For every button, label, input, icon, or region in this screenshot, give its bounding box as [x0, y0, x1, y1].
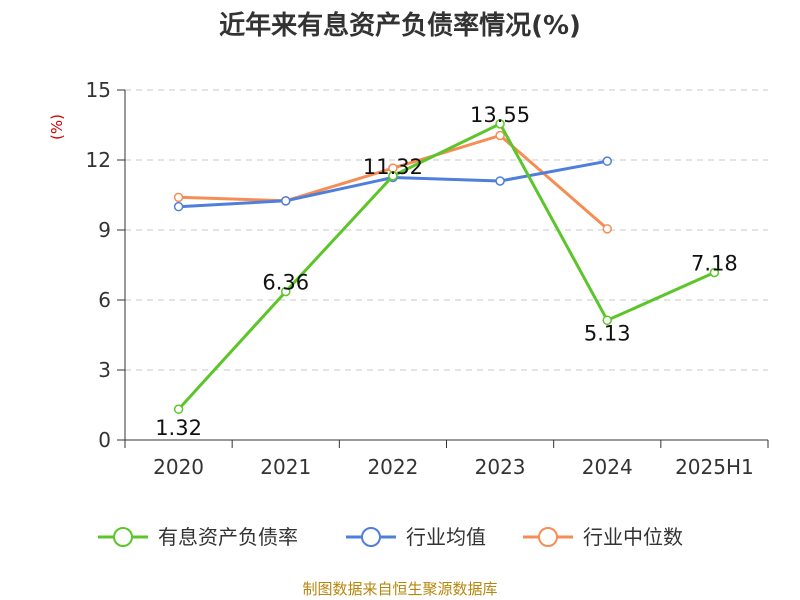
source-note: 制图数据来自恒生聚源数据库 [302, 580, 497, 598]
data-point [281, 286, 291, 297]
data-point [388, 171, 398, 181]
data-point [602, 224, 612, 234]
y-tick-label: 3 [98, 358, 111, 382]
data-point [281, 196, 291, 206]
legend-label: 行业中位数 [583, 525, 683, 549]
legend-label: 行业均值 [406, 525, 486, 549]
x-tick-label: 2022 [367, 455, 418, 479]
y-tick-label: 12 [86, 148, 111, 172]
y-tick-label: 9 [98, 218, 111, 242]
y-tick-label: 15 [86, 78, 111, 102]
data-label: 5.13 [584, 321, 631, 345]
data-labels: 1.32 6.36 11.32 13.55 5.13 7.18 [155, 103, 738, 440]
data-point [602, 315, 612, 326]
legend-label: 有息资产负债率 [158, 525, 298, 549]
x-tick-label: 2021 [260, 455, 311, 479]
data-point [173, 192, 184, 203]
series-layer [173, 119, 720, 414]
legend-marker [538, 527, 558, 547]
x-tick-label: 2020 [153, 455, 204, 479]
data-point [495, 130, 505, 141]
x-tick-label: 2023 [475, 455, 526, 479]
data-point [709, 267, 720, 278]
legend: 有息资产负债率 行业均值 行业中位数 [98, 525, 683, 549]
data-label: 1.32 [155, 416, 202, 440]
data-label: 6.36 [262, 271, 309, 295]
data-label: 11.32 [363, 155, 423, 179]
x-tick-label: 2025H1 [675, 455, 754, 479]
y-tick-label: 0 [98, 428, 111, 452]
x-tick-label: 2024 [582, 455, 633, 479]
data-label: 13.55 [470, 103, 530, 127]
axes: 0 3 6 9 12 15 2020 2021 2022 2023 2024 2025H1 [86, 78, 769, 479]
y-tick-label: 6 [98, 288, 111, 312]
data-point [173, 201, 184, 212]
legend-marker [113, 527, 133, 547]
series-line [177, 122, 716, 411]
y-axis-label: (%) [48, 114, 66, 140]
data-point [495, 176, 505, 186]
data-label: 7.18 [691, 251, 738, 275]
legend-marker [361, 527, 381, 547]
data-point [173, 404, 184, 414]
data-point [495, 119, 505, 129]
chart-title: 近年来有息资产负债率情况(%) [219, 10, 581, 41]
grid [125, 89, 768, 371]
data-point [602, 156, 612, 166]
